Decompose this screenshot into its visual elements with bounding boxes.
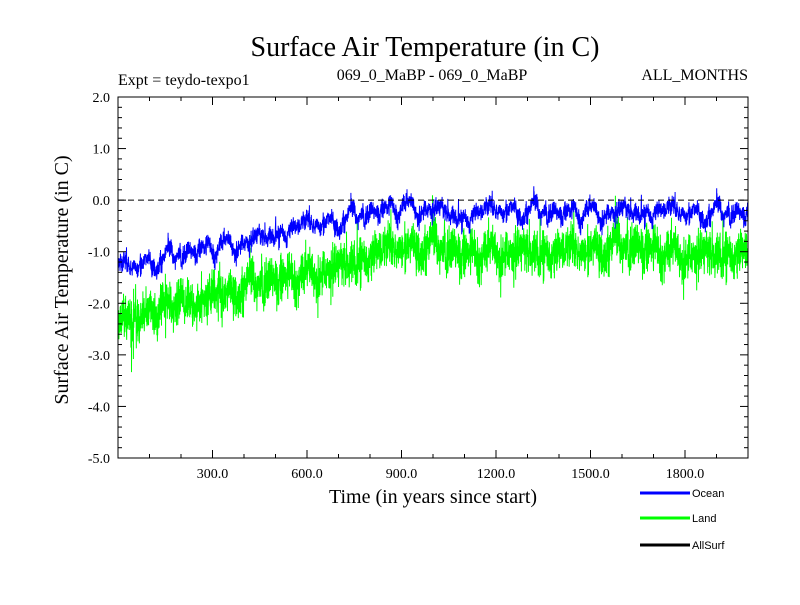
series-line-land bbox=[117, 195, 749, 373]
x-tick-label: 600.0 bbox=[291, 467, 323, 482]
x-tick-label: 1200.0 bbox=[477, 467, 516, 482]
tick-layer bbox=[118, 96, 748, 459]
legend: Ocean Land AllSurf bbox=[640, 488, 725, 552]
x-tick-label: 1800.0 bbox=[666, 467, 705, 482]
chart-title: Surface Air Temperature (in C) bbox=[251, 32, 600, 63]
y-tick-label: -3.0 bbox=[88, 349, 110, 364]
x-tick-label: 900.0 bbox=[386, 467, 418, 482]
y-tick-label: -5.0 bbox=[88, 452, 110, 467]
chart-subtitle-right: ALL_MONTHS bbox=[641, 67, 748, 84]
y-tick-label: 2.0 bbox=[93, 91, 111, 106]
series-layer bbox=[117, 186, 749, 373]
chart-subtitle-center: 069_0_MaBP - 069_0_MaBP bbox=[337, 67, 528, 84]
legend-label-ocean: Ocean bbox=[692, 488, 724, 500]
y-tick-label: -2.0 bbox=[88, 297, 110, 312]
x-axis-label: Time (in years since start) bbox=[329, 486, 537, 508]
x-tick-label: 300.0 bbox=[197, 467, 229, 482]
legend-label-allsurf: AllSurf bbox=[692, 540, 725, 552]
y-tick-label: 1.0 bbox=[93, 143, 111, 158]
y-axis-label: Surface Air Temperature (in C) bbox=[51, 155, 73, 404]
x-tick-label: 1500.0 bbox=[571, 467, 610, 482]
y-tick-label: -1.0 bbox=[88, 246, 110, 261]
y-tick-label: 0.0 bbox=[93, 194, 111, 209]
chart-subtitle-left: Expt = teydo-texpo1 bbox=[118, 72, 250, 89]
legend-label-land: Land bbox=[692, 513, 716, 525]
tick-label-layer: 300.0 600.0 900.0 1200.0 1500.0 1800.0 -5.0 -4.… bbox=[88, 91, 704, 482]
series-line-ocean bbox=[117, 186, 749, 280]
y-tick-label: -4.0 bbox=[88, 400, 110, 415]
